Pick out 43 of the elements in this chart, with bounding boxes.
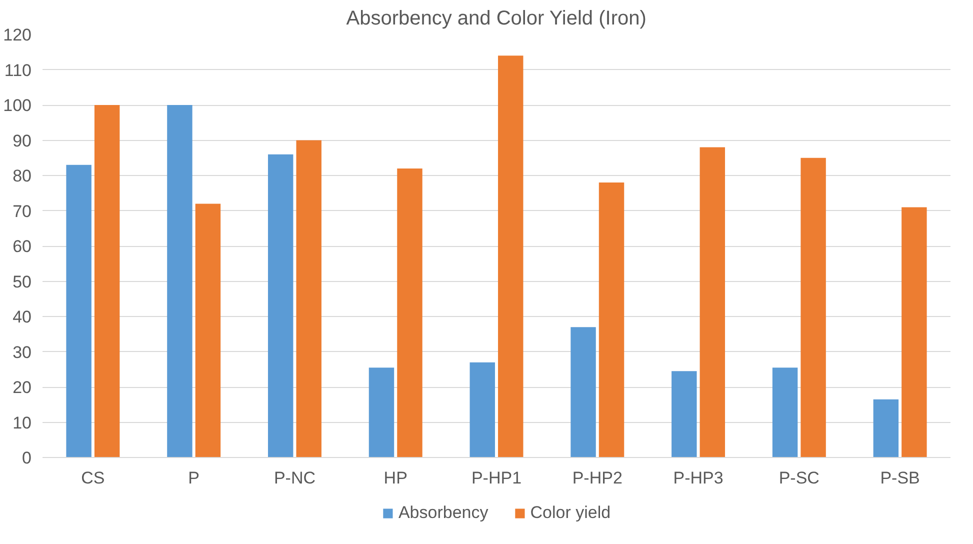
- y-tick-label: 40: [12, 308, 32, 326]
- bar: [195, 204, 221, 458]
- x-tick-label: P-HP3: [673, 468, 724, 488]
- x-tick-label: P: [188, 468, 200, 488]
- bar: [902, 207, 927, 458]
- y-tick-label: 120: [3, 26, 32, 44]
- bar: [598, 182, 624, 458]
- bar: [66, 164, 92, 458]
- x-tick-label: P-NC: [274, 468, 316, 488]
- y-tick-label: 50: [12, 272, 32, 292]
- y-tick-label: 60: [12, 237, 32, 256]
- y-tick-label: 70: [12, 202, 32, 221]
- bar: [672, 371, 697, 458]
- x-tick-label: P-SC: [778, 468, 820, 488]
- x-tick-label: P-HP2: [572, 468, 622, 488]
- bar: [268, 154, 294, 458]
- y-tick-label: 100: [3, 96, 32, 115]
- legend-label: Absorbency: [398, 502, 488, 522]
- bar: [498, 56, 524, 458]
- y-tick-label: 30: [12, 342, 32, 362]
- bar: [94, 105, 120, 458]
- y-tick-label: 90: [12, 131, 32, 150]
- bar: [570, 327, 596, 458]
- chart-title: Absorbency and Color Yield (Iron): [346, 8, 646, 30]
- bar: [873, 399, 899, 458]
- bar: [800, 158, 826, 458]
- y-tick-label: 10: [12, 413, 32, 432]
- legend-label: Color yield: [530, 502, 611, 522]
- bar: [167, 105, 192, 458]
- bar: [296, 140, 322, 458]
- x-tick-label: P-HP1: [471, 468, 522, 488]
- y-tick-label: 110: [4, 60, 32, 80]
- y-tick-label: 20: [12, 378, 32, 397]
- bar: [470, 362, 495, 458]
- bar: [397, 168, 422, 458]
- x-tick-label: CS: [81, 468, 105, 488]
- bar: [772, 368, 798, 458]
- y-tick-label: 0: [22, 448, 32, 468]
- x-tick-label: HP: [384, 468, 408, 488]
- x-tick-label: P-SB: [880, 468, 920, 488]
- y-tick-label: 80: [12, 166, 32, 186]
- bar: [368, 368, 394, 458]
- bar: [700, 147, 726, 458]
